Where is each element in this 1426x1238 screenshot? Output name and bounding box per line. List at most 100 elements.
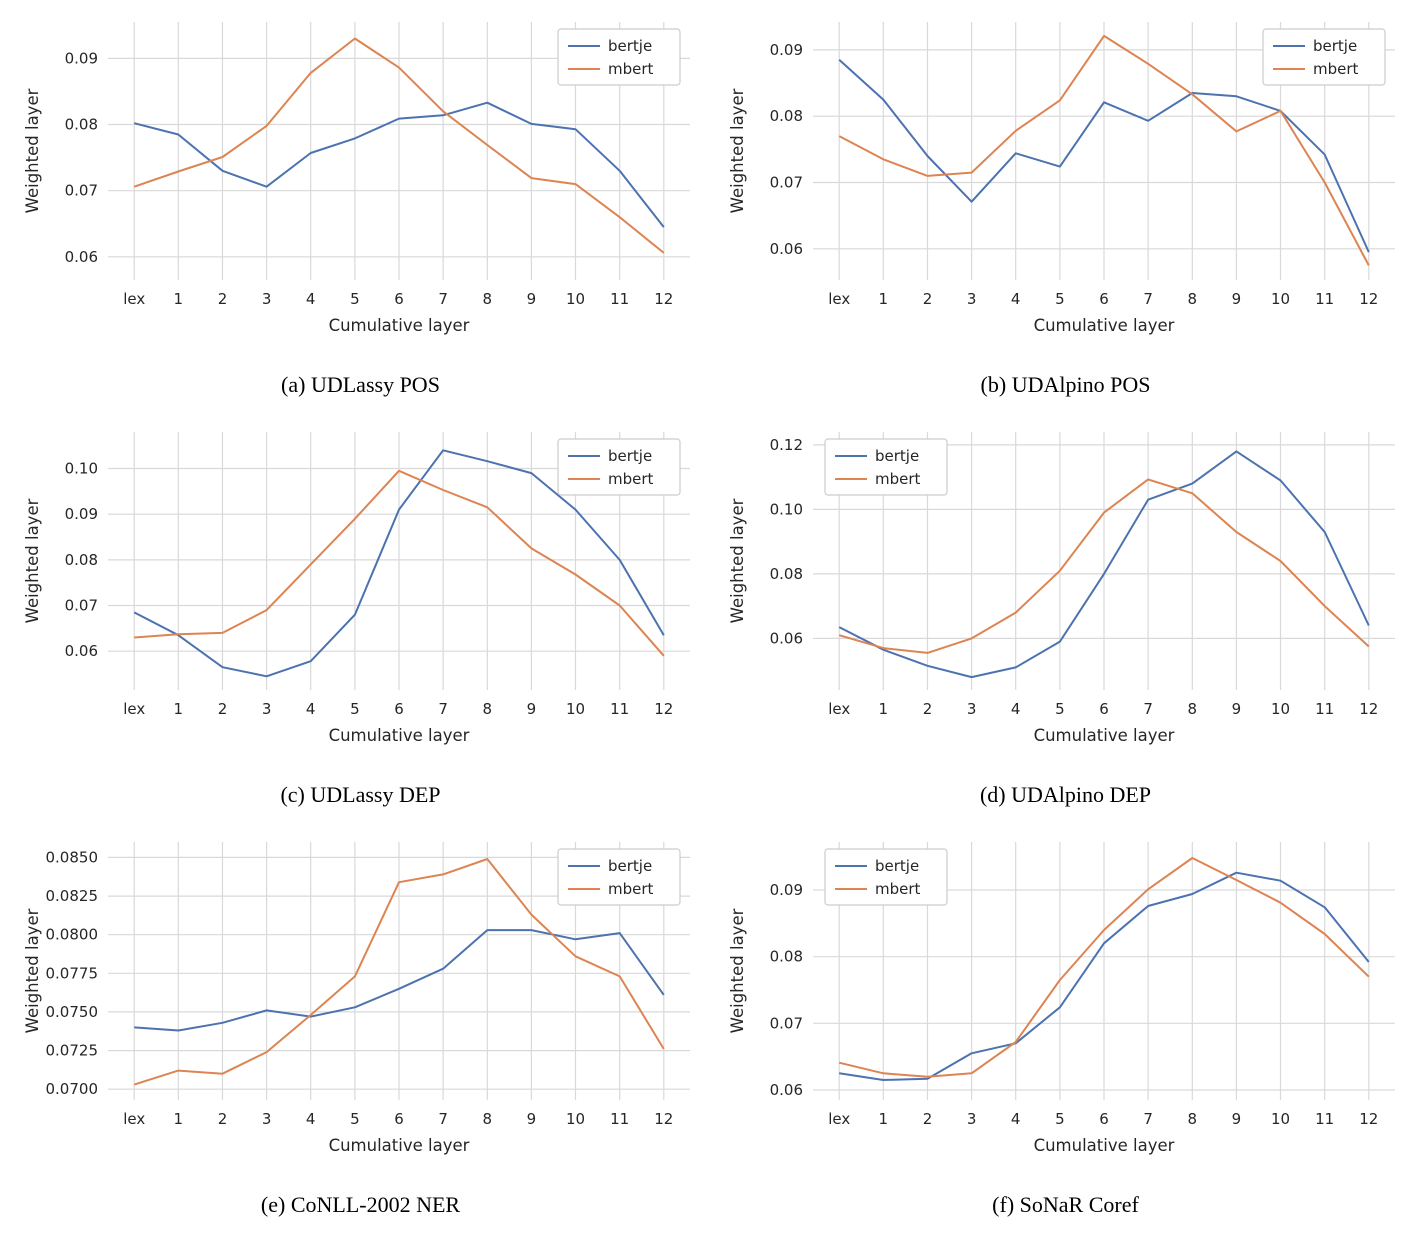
series-line-bertje xyxy=(838,450,1370,679)
series-line-bertje xyxy=(838,871,1370,1081)
y-tick-label: 0.0725 xyxy=(45,1042,98,1060)
chart-udlassy-pos: 0.06 0.07 0.08 0.09 lex 1 2 3 4 5 6 7 8 9 10 11 12 Cumula… xyxy=(16,8,706,346)
x-tick-label: lex xyxy=(828,1110,850,1128)
x-tick-label: 9 xyxy=(1231,700,1241,718)
x-tick-label: 10 xyxy=(565,290,584,308)
legend: bertje mbert xyxy=(823,438,948,496)
x-tick-label: 2 xyxy=(217,290,227,308)
y-tick-label: 0.07 xyxy=(769,1014,802,1032)
caption-f: (f) SoNaR Coref xyxy=(992,1192,1139,1217)
x-tick-label: 8 xyxy=(482,1110,492,1128)
caption-c: (c) UDLassy DEP xyxy=(280,782,441,807)
caption-d: (d) UDAlpino DEP xyxy=(979,782,1152,807)
chart-udlassy-dep: 0.06 0.07 0.08 0.09 0.10 lex 1 2 3 4 5 6 7 8 9 10 11 12 Cu… xyxy=(16,418,706,756)
legend: bertje mbert xyxy=(556,848,681,906)
x-tick-label: 12 xyxy=(654,290,673,308)
legend-label: mbert xyxy=(1313,60,1359,78)
x-tick-label: 12 xyxy=(1359,700,1378,718)
series-line-mbert xyxy=(133,858,665,1086)
y-tick-label: 0.12 xyxy=(769,436,802,454)
x-tick-label: 1 xyxy=(173,290,183,308)
x-tick-label: lex xyxy=(828,700,850,718)
y-tick-label: 0.0800 xyxy=(45,926,98,944)
x-tick-label: 3 xyxy=(261,700,271,718)
x-tick-label: 11 xyxy=(610,1110,629,1128)
y-axis-label: Weighted layer xyxy=(23,88,42,213)
legend: bertje mbert xyxy=(1261,28,1386,86)
y-tick-label: 0.09 xyxy=(64,49,97,67)
x-axis-label: Cumulative layer xyxy=(1033,316,1174,335)
x-tick-label: 11 xyxy=(1315,290,1334,308)
x-tick-label: 7 xyxy=(438,1110,448,1128)
y-axis-label: Weighted layer xyxy=(728,88,747,213)
x-tick-label: 7 xyxy=(1143,700,1153,718)
x-tick-label: 4 xyxy=(1010,290,1020,308)
y-tick-label: 0.07 xyxy=(769,174,802,192)
x-tick-label: 8 xyxy=(482,700,492,718)
legend-box xyxy=(556,438,681,496)
y-tick-label: 0.08 xyxy=(769,107,802,125)
x-tick-label: 4 xyxy=(1010,700,1020,718)
legend: bertje mbert xyxy=(823,848,948,906)
series-line-bertje xyxy=(133,929,665,1032)
x-tick-label: 6 xyxy=(394,700,404,718)
x-tick-label: 9 xyxy=(526,700,536,718)
x-tick-label: 8 xyxy=(1187,700,1197,718)
x-axis-label: Cumulative layer xyxy=(328,316,469,335)
x-tick-label: 6 xyxy=(1099,1110,1109,1128)
chart-conll-ner: 0.0700 0.0725 0.0750 0.0775 0.0800 0.0825 0.08… xyxy=(16,828,706,1166)
series-line-mbert xyxy=(133,37,664,254)
series-line-mbert xyxy=(838,34,1370,266)
legend-label: mbert xyxy=(608,60,654,78)
x-tick-label: 6 xyxy=(1099,290,1109,308)
x-tick-label: 3 xyxy=(966,700,976,718)
legend-label: mbert xyxy=(875,470,921,488)
x-tick-label: 6 xyxy=(394,290,404,308)
x-tick-label: 6 xyxy=(1099,700,1109,718)
chart-udalpino-pos: 0.06 0.07 0.08 0.09 lex 1 2 3 4 5 6 7 8 9 10 11 12 Cumula… xyxy=(721,8,1411,346)
x-tick-label: 7 xyxy=(438,290,448,308)
legend-box xyxy=(823,848,948,906)
legend-label: bertje xyxy=(875,447,919,465)
x-tick-label: 2 xyxy=(217,700,227,718)
x-tick-label: 4 xyxy=(305,1110,315,1128)
series-line-bertje xyxy=(133,101,665,228)
y-tick-label: 0.0775 xyxy=(45,964,98,982)
x-tick-label: 8 xyxy=(482,290,492,308)
legend-box xyxy=(556,28,681,86)
figure-d: 0.06 0.08 0.10 0.12 lex 1 2 3 4 5 6 7 8 9 10 11 12 Cumula… xyxy=(713,414,1418,824)
y-tick-label: 0.08 xyxy=(64,116,97,134)
x-tick-label: 8 xyxy=(1187,290,1197,308)
x-tick-label: 9 xyxy=(526,290,536,308)
x-tick-label: 9 xyxy=(526,1110,536,1128)
x-tick-label: lex xyxy=(123,290,145,308)
legend-box xyxy=(823,438,948,496)
y-tick-label: 0.06 xyxy=(64,248,97,266)
x-tick-label: 11 xyxy=(610,700,629,718)
y-tick-label: 0.09 xyxy=(769,41,802,59)
figure-c: 0.06 0.07 0.08 0.09 0.10 lex 1 2 3 4 5 6 7 8 9 10 11 12 Cu… xyxy=(8,414,713,824)
x-tick-label: 5 xyxy=(350,1110,360,1128)
figure-f: 0.06 0.07 0.08 0.09 lex 1 2 3 4 5 6 7 8 9 10 11 12 Cumula… xyxy=(713,824,1418,1234)
x-axis-label: Cumulative layer xyxy=(1033,1136,1174,1155)
y-tick-label: 0.06 xyxy=(769,629,802,647)
caption-e: (e) CoNLL-2002 NER xyxy=(260,1192,461,1217)
x-tick-label: 12 xyxy=(654,1110,673,1128)
x-tick-label: 8 xyxy=(1187,1110,1197,1128)
figure-b: 0.06 0.07 0.08 0.09 lex 1 2 3 4 5 6 7 8 9 10 11 12 Cumula… xyxy=(713,4,1418,414)
x-tick-label: 4 xyxy=(1010,1110,1020,1128)
legend-label: mbert xyxy=(875,880,921,898)
x-tick-label: 9 xyxy=(1231,290,1241,308)
chart-udalpino-dep: 0.06 0.08 0.10 0.12 lex 1 2 3 4 5 6 7 8 9 10 11 12 Cumula… xyxy=(721,418,1411,756)
x-tick-label: 4 xyxy=(305,700,315,718)
x-tick-label: 10 xyxy=(565,700,584,718)
y-tick-label: 0.08 xyxy=(769,948,802,966)
y-tick-label: 0.08 xyxy=(64,551,97,569)
series-line-mbert xyxy=(838,857,1369,1078)
legend-label: bertje xyxy=(608,37,652,55)
x-tick-label: 6 xyxy=(394,1110,404,1128)
